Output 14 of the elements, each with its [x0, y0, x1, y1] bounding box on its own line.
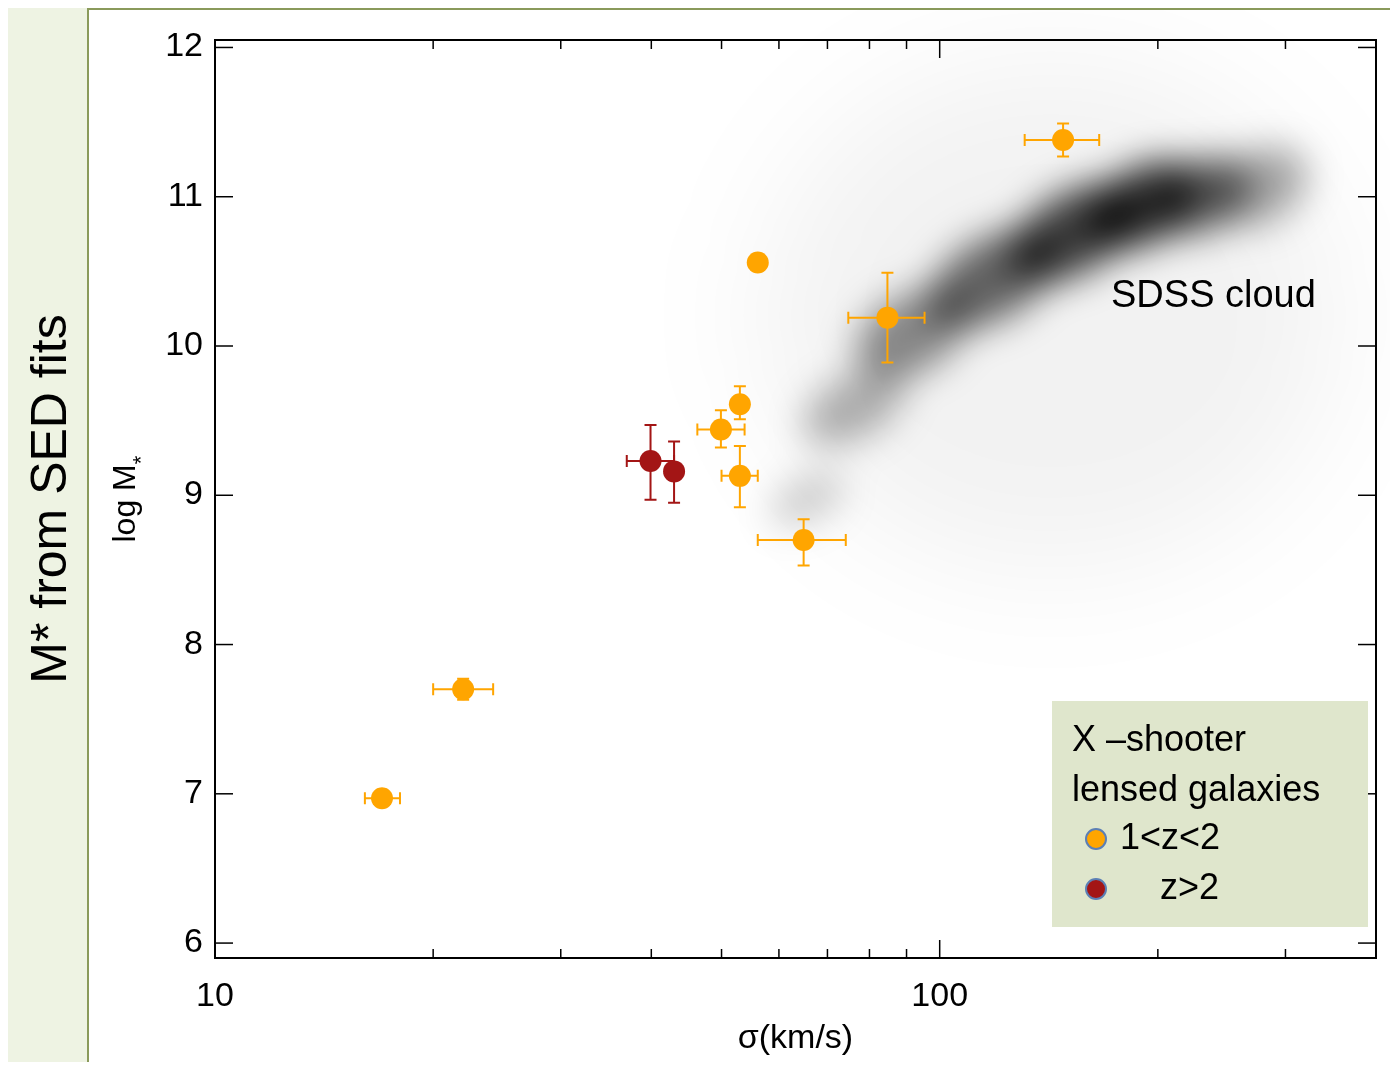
legend-title: X –shooter lensed galaxies — [1072, 718, 1321, 809]
legend-label: z>2 — [1160, 865, 1220, 907]
y-tick-label: 7 — [184, 771, 203, 810]
y-tick-label: 8 — [184, 622, 203, 661]
y-tick-label: 10 — [165, 323, 203, 362]
x-axis-title: σ(km/s) — [737, 1017, 854, 1055]
x-tick-label: 100 — [911, 975, 969, 1013]
y-tick-label: 6 — [184, 921, 203, 960]
text: M* from SED fits — [21, 314, 77, 684]
y-tick-label: 11 — [167, 174, 203, 213]
legend-label: 1<z<2 — [1120, 815, 1221, 857]
y-tick-label: 12 — [165, 25, 203, 64]
annotation: SDSS cloud — [1111, 273, 1316, 316]
y-tick-label: 9 — [184, 473, 203, 512]
